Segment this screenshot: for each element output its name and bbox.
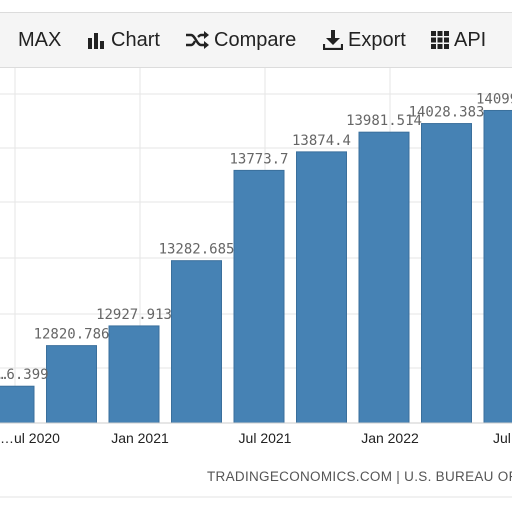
compare-label: Compare <box>214 28 297 51</box>
grid-icon <box>431 31 449 49</box>
x-tick-label: Jul… <box>493 430 512 446</box>
data-label: 12820.786 <box>34 327 110 343</box>
export-button[interactable]: Export <box>323 13 406 67</box>
api-label: API <box>454 28 487 51</box>
data-label: 13874.4 <box>292 133 351 149</box>
source-attribution: TRADINGECONOMICS.COM | U.S. BUREAU OF <box>207 469 512 484</box>
data-label: 13981.514 <box>346 113 422 129</box>
chart-label: Chart <box>111 28 160 51</box>
data-label: 14028.383 <box>409 105 485 121</box>
bar <box>296 151 347 424</box>
bar <box>233 169 285 424</box>
bar <box>483 109 512 424</box>
data-label: 12927.913 <box>96 307 172 323</box>
x-tick-label: Jul 2021 <box>239 430 292 446</box>
bar <box>358 131 410 424</box>
bar <box>0 385 35 424</box>
download-icon <box>323 30 343 50</box>
x-tick-label: Jan 2022 <box>361 430 419 446</box>
x-tick-label: Jan 2021 <box>111 430 169 446</box>
bar-chart: …6.399 12820.786 12927.913 13282.685 13773.7… <box>0 68 512 498</box>
chart-area: …6.399 12820.786 12927.913 13282.685 13773.7… <box>0 68 512 512</box>
max-label: MAX <box>18 28 62 51</box>
bar <box>421 123 472 424</box>
data-label: 13773.7 <box>229 151 288 167</box>
api-button[interactable]: API <box>431 13 486 67</box>
chart-button[interactable]: Chart <box>88 13 160 67</box>
x-tick-label: …ul 2020 <box>0 430 60 446</box>
bar <box>108 325 160 424</box>
bar <box>46 345 97 424</box>
data-label: …6.399 <box>0 367 49 383</box>
bar <box>171 260 222 424</box>
shuffle-icon <box>185 31 209 49</box>
max-button[interactable]: MAX <box>18 13 61 67</box>
export-label: Export <box>348 28 406 51</box>
data-label: 13282.685 <box>159 242 235 258</box>
data-label: 14099.… <box>476 91 512 107</box>
toolbar: MAX Chart Compare <box>0 12 512 68</box>
compare-button[interactable]: Compare <box>185 13 296 67</box>
bar-chart-icon <box>88 31 106 49</box>
